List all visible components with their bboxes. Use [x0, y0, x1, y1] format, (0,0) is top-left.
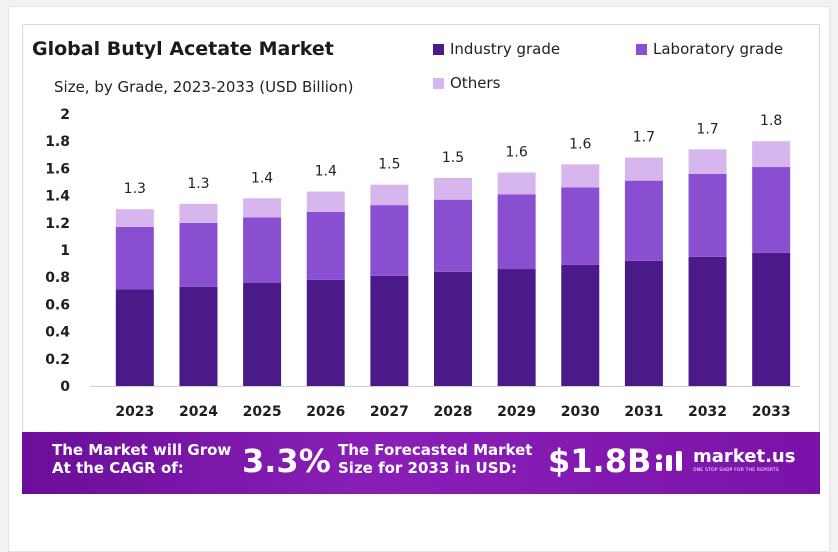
bar-laboratory — [434, 199, 472, 272]
bar-others — [752, 141, 791, 168]
legend-label-industry: Industry grade — [450, 40, 561, 58]
bar-others — [115, 209, 154, 227]
bar-laboratory — [752, 167, 791, 253]
y-tick-label: 1.4 — [45, 189, 70, 205]
forecast-value: $1.8B — [548, 442, 652, 480]
bar-laboratory — [561, 187, 600, 265]
footer-banner — [22, 432, 820, 494]
bar-industry — [497, 269, 536, 386]
cagr-caption-line1: The Market will Grow — [52, 441, 232, 459]
market-us-logo-icon — [656, 450, 682, 471]
cagr-caption-line2: At the CAGR of: — [52, 459, 184, 477]
bar-others — [243, 198, 282, 218]
bar-laboratory — [688, 173, 727, 257]
x-tick-label: 2031 — [624, 404, 663, 420]
bar-total-label: 1.7 — [696, 121, 718, 137]
x-tick-label: 2026 — [306, 404, 345, 420]
bar-total-label: 1.5 — [378, 157, 400, 173]
cagr-caption: The Market will Grow At the CAGR of: — [52, 441, 231, 477]
bar-others — [306, 191, 345, 212]
bar-laboratory — [306, 211, 345, 280]
y-tick-label: 2 — [60, 107, 70, 123]
y-tick-label: 1.6 — [45, 161, 70, 177]
bar-laboratory — [243, 217, 282, 283]
legend-label-laboratory: Laboratory grade — [653, 40, 784, 58]
y-tick-label: 0.8 — [45, 270, 70, 286]
bar-others — [497, 172, 536, 195]
bar-total-label: 1.6 — [506, 144, 528, 160]
legend-item-industry: Industry grade — [433, 40, 560, 58]
y-tick-label: 1.8 — [45, 134, 70, 150]
y-tick-label: 1.2 — [45, 216, 70, 232]
x-tick-label: 2029 — [497, 404, 536, 420]
bar-industry — [434, 271, 472, 386]
chart-card — [22, 24, 820, 494]
brand-name: market.us — [693, 446, 796, 467]
legend-swatch-industry — [433, 43, 444, 55]
bar-industry — [179, 286, 218, 386]
legend-item-others: Others — [433, 74, 500, 92]
bar-laboratory — [497, 194, 536, 270]
x-tick-label: 2032 — [688, 404, 727, 420]
chart-subtitle: Size, by Grade, 2023-2033 (USD Billion) — [54, 78, 354, 96]
bar-total-label: 1.4 — [251, 170, 273, 186]
bar-industry — [624, 260, 663, 386]
bar-others — [624, 157, 663, 181]
brand-tagline: ONE STOP SHOP FOR THE REPORTS — [693, 468, 779, 473]
bar-industry — [561, 264, 600, 386]
forecast-caption: The Forecasted Market Size for 2033 in U… — [338, 441, 532, 477]
y-tick-label: 0.2 — [45, 352, 70, 368]
bar-others — [688, 149, 727, 174]
bar-laboratory — [624, 180, 663, 261]
bar-industry — [688, 256, 727, 386]
bar-total-label: 1.6 — [569, 136, 591, 152]
y-tick-label: 0 — [60, 379, 70, 395]
bar-total-label: 1.7 — [633, 130, 655, 146]
legend-swatch-others — [433, 77, 444, 89]
forecast-caption-line1: The Forecasted Market — [338, 441, 533, 459]
brand-logo: market.us ONE STOP SHOP FOR THE REPORTS — [655, 448, 795, 473]
bar-laboratory — [115, 226, 154, 290]
bar-total-label: 1.4 — [315, 164, 337, 180]
legend-swatch-laboratory — [636, 43, 647, 55]
bar-others — [370, 184, 409, 206]
x-tick-label: 2028 — [434, 404, 473, 420]
bar-industry — [370, 275, 409, 386]
y-tick-label: 0.6 — [45, 297, 70, 313]
bar-industry — [752, 252, 791, 386]
cagr-value: 3.3% — [242, 442, 331, 480]
y-tick-label: 1 — [60, 243, 70, 259]
x-tick-label: 2027 — [370, 404, 409, 420]
bar-industry — [306, 279, 345, 386]
bar-others — [179, 203, 218, 223]
forecast-caption-line2: Size for 2033 in USD: — [338, 459, 517, 477]
bar-industry — [115, 289, 154, 386]
bar-total-label: 1.3 — [124, 181, 146, 197]
chart-title: Global Butyl Acetate Market — [32, 38, 334, 60]
x-tick-label: 2030 — [561, 404, 600, 420]
bar-total-label: 1.8 — [760, 113, 782, 129]
bar-total-label: 1.3 — [187, 176, 209, 192]
bar-others — [561, 164, 600, 188]
y-tick-label: 0.4 — [45, 325, 70, 341]
bar-others — [434, 177, 472, 200]
bar-laboratory — [370, 205, 409, 276]
x-tick-label: 2024 — [179, 404, 218, 420]
x-tick-label: 2023 — [115, 404, 154, 420]
bar-laboratory — [179, 222, 218, 287]
x-tick-label: 2033 — [752, 404, 791, 420]
bar-industry — [243, 282, 282, 386]
legend-label-others: Others — [450, 74, 501, 92]
bar-total-label: 1.5 — [442, 150, 464, 166]
x-tick-label: 2025 — [243, 404, 282, 420]
legend-item-laboratory: Laboratory grade — [636, 40, 783, 58]
